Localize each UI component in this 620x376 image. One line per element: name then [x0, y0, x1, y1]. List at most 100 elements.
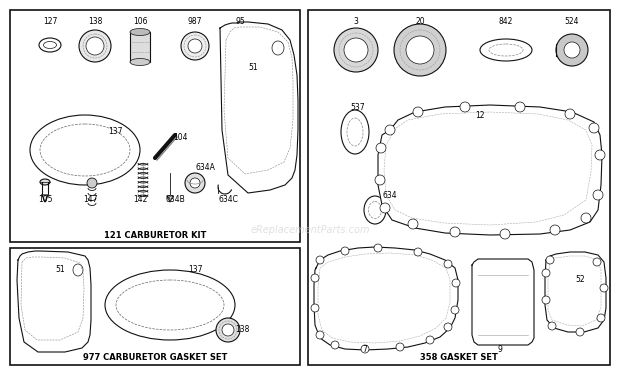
Text: 52: 52 [575, 276, 585, 285]
Circle shape [86, 37, 104, 55]
Circle shape [188, 39, 202, 53]
Text: 634C: 634C [218, 196, 238, 205]
Circle shape [344, 38, 368, 62]
Circle shape [396, 343, 404, 351]
Circle shape [394, 24, 446, 76]
Circle shape [548, 322, 556, 330]
Circle shape [450, 227, 460, 237]
Circle shape [542, 296, 550, 304]
Circle shape [316, 331, 324, 339]
Circle shape [181, 32, 209, 60]
Text: 3: 3 [353, 18, 358, 26]
Circle shape [426, 336, 434, 344]
Text: 987: 987 [188, 18, 202, 26]
Circle shape [564, 42, 580, 58]
Text: 95: 95 [235, 18, 245, 26]
Bar [308, 10, 610, 365]
Circle shape [550, 225, 560, 235]
Circle shape [331, 341, 339, 349]
Text: 634A: 634A [195, 162, 215, 171]
Ellipse shape [480, 39, 532, 61]
Circle shape [589, 123, 599, 133]
Circle shape [311, 304, 319, 312]
Ellipse shape [105, 270, 235, 340]
Circle shape [185, 173, 205, 193]
Ellipse shape [341, 110, 369, 154]
Text: 634B: 634B [165, 196, 185, 205]
Polygon shape [17, 251, 91, 352]
Circle shape [556, 34, 588, 66]
Text: 147: 147 [82, 196, 97, 205]
Circle shape [79, 30, 111, 62]
Circle shape [406, 36, 434, 64]
Text: 142: 142 [133, 196, 147, 205]
Ellipse shape [489, 44, 523, 56]
Text: 358 GASKET SET: 358 GASKET SET [420, 353, 498, 362]
Circle shape [451, 306, 459, 314]
Ellipse shape [40, 179, 50, 185]
Circle shape [600, 284, 608, 292]
Ellipse shape [73, 264, 83, 276]
Text: eReplacementParts.com: eReplacementParts.com [250, 225, 370, 235]
Circle shape [576, 328, 584, 336]
Polygon shape [314, 247, 458, 350]
Text: 104: 104 [173, 133, 187, 143]
Polygon shape [378, 105, 602, 235]
Circle shape [595, 150, 605, 160]
Bar [130, 32, 150, 62]
Circle shape [361, 345, 369, 353]
Text: 537: 537 [351, 103, 365, 112]
Text: 842: 842 [499, 18, 513, 26]
Circle shape [316, 256, 324, 264]
Circle shape [500, 229, 510, 239]
Circle shape [374, 244, 382, 252]
Ellipse shape [347, 118, 363, 146]
Text: 12: 12 [476, 111, 485, 120]
Circle shape [593, 258, 601, 266]
Circle shape [444, 323, 452, 331]
Ellipse shape [40, 124, 130, 176]
Circle shape [597, 314, 605, 322]
Ellipse shape [130, 29, 150, 35]
Circle shape [380, 203, 390, 213]
Circle shape [546, 256, 554, 264]
Bar [10, 248, 300, 365]
Text: 138: 138 [88, 18, 102, 26]
Ellipse shape [116, 280, 224, 330]
Text: 524: 524 [565, 18, 579, 26]
Polygon shape [545, 252, 606, 332]
Ellipse shape [364, 196, 386, 224]
Circle shape [375, 175, 385, 185]
Text: 127: 127 [43, 18, 57, 26]
Circle shape [444, 260, 452, 268]
Text: 138: 138 [235, 326, 249, 335]
Text: 634: 634 [383, 191, 397, 200]
Circle shape [87, 178, 97, 188]
Circle shape [542, 269, 550, 277]
Text: 105: 105 [38, 196, 52, 205]
Polygon shape [472, 259, 534, 345]
Text: 121 CARBURETOR KIT: 121 CARBURETOR KIT [104, 230, 206, 240]
Circle shape [190, 178, 200, 188]
Circle shape [452, 279, 460, 287]
Circle shape [593, 190, 603, 200]
Polygon shape [220, 22, 298, 193]
Text: 51: 51 [248, 64, 258, 73]
Ellipse shape [30, 115, 140, 185]
Circle shape [385, 125, 395, 135]
Text: 9: 9 [498, 346, 502, 355]
Circle shape [376, 143, 386, 153]
Circle shape [565, 109, 575, 119]
Text: 51: 51 [55, 265, 65, 274]
Ellipse shape [43, 41, 56, 49]
Ellipse shape [130, 59, 150, 65]
Circle shape [414, 248, 422, 256]
Text: 20: 20 [415, 18, 425, 26]
Text: 137: 137 [188, 265, 202, 274]
Bar [10, 10, 300, 242]
Ellipse shape [39, 38, 61, 52]
Text: 7: 7 [363, 346, 368, 355]
Ellipse shape [272, 41, 284, 55]
Circle shape [581, 213, 591, 223]
Circle shape [413, 107, 423, 117]
